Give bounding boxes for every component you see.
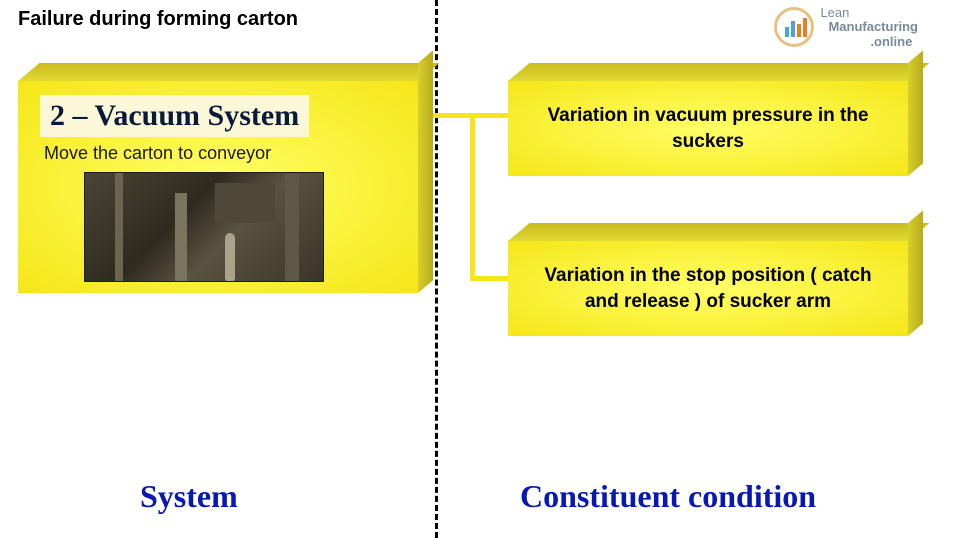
system-box: 2 – Vacuum System Move the carton to con…: [18, 63, 418, 293]
box-top-face: [18, 63, 439, 81]
condition-box: Variation in the stop position ( catch a…: [508, 223, 908, 336]
box-side-face: [418, 50, 433, 293]
box-front-face: Variation in the stop position ( catch a…: [508, 241, 908, 336]
logo-line2: Manufacturing: [820, 20, 918, 34]
logo-text: Lean Manufacturing .online: [820, 6, 918, 49]
connector-segment: [470, 113, 475, 281]
system-title: 2 – Vacuum System: [40, 95, 309, 137]
logo-icon: [774, 7, 814, 47]
brand-logo: Lean Manufacturing .online: [774, 6, 918, 49]
page-title: Failure during forming carton: [18, 8, 298, 31]
box-top-face: [508, 223, 929, 241]
box-top-face: [508, 63, 929, 81]
condition-box: Variation in vacuum pressure in the suck…: [508, 63, 908, 176]
logo-line3: .online: [820, 35, 918, 49]
column-label-condition: Constituent condition: [520, 478, 816, 515]
box-front-face: Variation in vacuum pressure in the suck…: [508, 81, 908, 176]
logo-line1: Lean: [820, 6, 918, 20]
box-front-face: 2 – Vacuum System Move the carton to con…: [18, 81, 418, 293]
connector-segment: [470, 276, 508, 281]
system-subtitle: Move the carton to conveyor: [44, 143, 396, 164]
condition-text: Variation in the stop position ( catch a…: [538, 263, 878, 314]
box-side-face: [908, 50, 923, 176]
column-label-system: System: [140, 478, 238, 515]
vertical-divider: [435, 0, 438, 538]
box-side-face: [908, 210, 923, 336]
condition-text: Variation in vacuum pressure in the suck…: [538, 103, 878, 154]
system-image-placeholder: [84, 172, 324, 282]
